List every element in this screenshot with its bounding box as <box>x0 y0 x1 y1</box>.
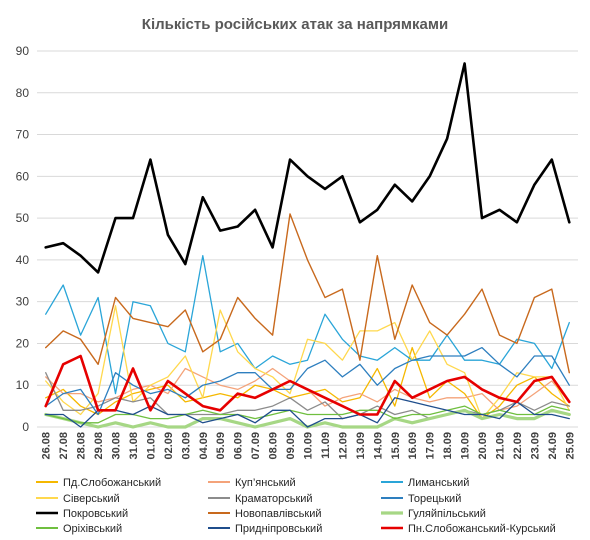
x-tick-label: 25.09 <box>564 432 576 460</box>
x-tick-label: 03.09 <box>180 432 192 460</box>
x-tick-label: 14.09 <box>372 432 384 460</box>
legend-label: Оріхівський <box>63 523 122 535</box>
legend-label: Пд.Слобожанський <box>63 477 161 489</box>
series-line-5 <box>45 346 570 416</box>
y-tick-label: 60 <box>16 169 30 183</box>
legend-label: Гуляйпільський <box>408 508 486 520</box>
y-tick-label: 40 <box>16 253 30 267</box>
x-tick-label: 20.09 <box>477 432 489 460</box>
x-tick-label: 21.09 <box>494 432 506 460</box>
y-tick-label: 20 <box>16 336 30 350</box>
x-tick-label: 09.09 <box>285 432 297 460</box>
x-tick-label: 29.08 <box>93 432 105 460</box>
x-tick-label: 13.09 <box>355 432 367 460</box>
series-line-10 <box>45 397 570 428</box>
x-tick-label: 26.08 <box>41 432 53 460</box>
series-line-11 <box>44 354 571 416</box>
x-tick-label: 15.09 <box>390 432 402 460</box>
x-tick-label: 24.09 <box>547 432 559 460</box>
legend: Пд.Слобожанський Куп’янський Лиманський Сів… <box>36 477 556 535</box>
x-tick-label: 28.08 <box>76 432 88 460</box>
legend-label: Покровський <box>63 508 128 520</box>
legend-label: Пн.Слобожанський-Курський <box>408 523 556 535</box>
x-tick-label: 12.09 <box>337 432 349 460</box>
y-tick-label: 10 <box>16 378 30 392</box>
legend-label: Сіверський <box>63 493 120 505</box>
series-lines <box>44 62 571 429</box>
legend-label: Лиманський <box>408 477 469 489</box>
y-tick-label: 0 <box>22 420 29 434</box>
x-tick-label: 22.09 <box>512 432 524 460</box>
x-tick-label: 30.08 <box>111 432 123 460</box>
legend-label: Куп’янський <box>235 477 296 489</box>
x-tick-label: 04.09 <box>198 432 210 460</box>
x-tick-label: 10.09 <box>303 432 315 460</box>
x-tick-label: 05.09 <box>215 432 227 460</box>
gridlines <box>37 50 578 428</box>
chart-title: Кількість російських атак за напрямками <box>142 16 448 33</box>
legend-label: Придніпровський <box>235 523 322 535</box>
x-tick-label: 17.09 <box>425 432 437 460</box>
x-tick-label: 11.09 <box>320 432 332 459</box>
x-tick-label: 06.09 <box>233 432 245 460</box>
y-tick-label: 80 <box>16 86 30 100</box>
legend-label: Новопавлівський <box>235 508 321 520</box>
x-tick-label: 18.09 <box>442 432 454 460</box>
series-line-7 <box>45 213 570 374</box>
x-tick-label: 02.09 <box>163 432 175 460</box>
legend-label: Торецький <box>408 493 461 505</box>
y-tick-label: 30 <box>16 295 30 309</box>
legend-label: Краматорський <box>235 493 313 505</box>
x-tick-label: 16.09 <box>407 432 419 460</box>
x-tick-label: 31.08 <box>128 432 140 460</box>
y-tick-label: 70 <box>16 128 30 142</box>
series-line-2 <box>45 255 570 395</box>
x-tick-label: 23.09 <box>529 432 541 460</box>
x-tick-label: 07.09 <box>250 432 262 460</box>
series-line-6 <box>44 62 571 274</box>
x-tick-label: 08.09 <box>268 432 280 460</box>
x-axis-ticks: 26.08 27.08 28.08 29.08 30.08 31.08 01.09 02.09… <box>41 432 577 460</box>
x-tick-label: 01.09 <box>145 432 157 460</box>
y-tick-label: 90 <box>16 44 30 58</box>
y-axis-ticks: 0 10 20 30 40 50 60 70 80 90 <box>16 44 30 434</box>
x-tick-label: 27.08 <box>58 432 70 460</box>
x-tick-label: 19.09 <box>460 432 472 460</box>
y-tick-label: 50 <box>16 211 30 225</box>
